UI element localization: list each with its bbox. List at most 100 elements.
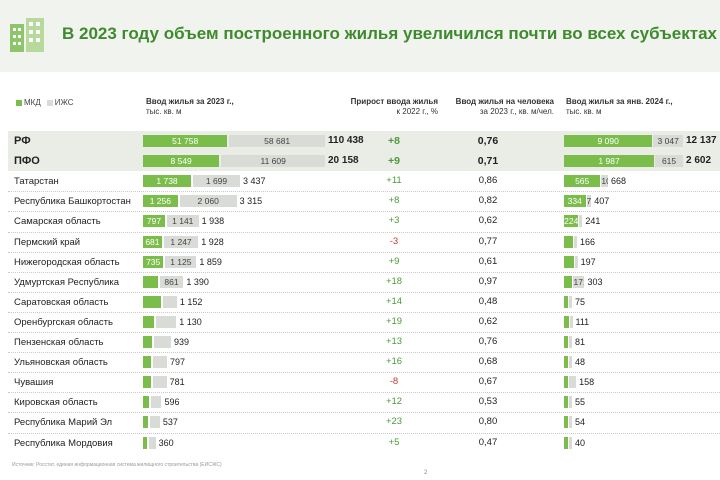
region-name: Самарская область xyxy=(14,216,101,228)
source-note: Источник: Росстат, единая информационная… xyxy=(12,462,222,468)
table-row: РФ 51 758 58 681 110 438 +8 0,76 9 090 3 047 12 … xyxy=(8,131,720,151)
region-name: Республика Мордовия xyxy=(14,437,113,449)
izhs-bar xyxy=(149,436,156,449)
row-separator xyxy=(8,291,720,293)
legend-mkd-label: МКД xyxy=(24,98,41,107)
row-separator xyxy=(8,332,720,333)
region-name: Татарстан xyxy=(14,176,59,188)
column-header-2023-unit: тыс. кв. м xyxy=(146,107,182,116)
mkd-bar xyxy=(143,315,154,328)
total-jan-2024: 55 xyxy=(575,397,586,408)
region-name: Пермский край xyxy=(14,236,81,248)
total-jan-2024: 40 xyxy=(575,437,586,448)
izhs-bar: 1 125 xyxy=(165,255,197,268)
jan-mkd-bar xyxy=(564,235,573,248)
table-row: Республика Мордовия 360 +5 0,47 40 xyxy=(8,433,720,453)
per-capita-value: 0,68 xyxy=(478,356,498,368)
growth-value: +9 xyxy=(388,255,400,267)
izhs-bar: 1 699 xyxy=(193,175,240,188)
per-capita-value: 0,62 xyxy=(478,315,498,327)
column-header-2023: Ввод жилья за 2023 г., тыс. кв. м xyxy=(146,97,234,117)
region-name: Республика Марий Эл xyxy=(14,417,113,429)
table-row: Саратовская область 1 152 +14 0,48 75 xyxy=(8,292,720,312)
per-capita-value: 0,67 xyxy=(478,376,498,388)
per-capita-value: 0,86 xyxy=(478,175,498,187)
growth-value: +13 xyxy=(385,336,403,347)
region-name: Удмуртская Республика xyxy=(14,276,120,288)
izhs-bar xyxy=(155,315,177,328)
per-capita-value: 0,53 xyxy=(478,396,498,408)
jan-mkd-bar xyxy=(564,436,568,449)
jan-izhs-bar xyxy=(569,356,572,369)
row-separator xyxy=(8,251,720,253)
jan-mkd-bar xyxy=(564,295,568,308)
column-header-jan-2024-title: Ввод жилья за янв. 2024 г., xyxy=(566,97,673,106)
total-2023: 3 315 xyxy=(239,196,263,207)
total-jan-2024: 48 xyxy=(575,357,586,368)
column-header-jan-2024: Ввод жилья за янв. 2024 г., тыс. кв. м xyxy=(566,97,673,117)
mkd-bar: 51 758 xyxy=(143,135,228,147)
table-row: Пермский край 681 1 247 1 928 -3 0,77 166 xyxy=(8,232,720,252)
table-row: Ульяновская область 797 +16 0,68 48 xyxy=(8,352,720,372)
growth-value: +16 xyxy=(385,356,403,368)
mkd-bar: 8 549 xyxy=(143,155,220,168)
mkd-bar xyxy=(143,336,153,348)
growth-value: +23 xyxy=(385,416,403,428)
per-capita-value: 0,47 xyxy=(478,436,498,448)
row-separator xyxy=(8,311,720,313)
region-name: Саратовская область xyxy=(14,296,109,308)
jan-izhs-bar xyxy=(569,295,572,308)
legend-izhs: ИЖС xyxy=(46,98,74,107)
row-separator xyxy=(8,271,720,273)
legend-mkd: МКД xyxy=(16,98,41,107)
jan-izhs-bar xyxy=(569,416,572,429)
jan-mkd-bar xyxy=(564,396,568,409)
jan-izhs-bar xyxy=(569,376,577,389)
total-jan-2024: 407 xyxy=(594,196,610,207)
total-2023: 1 130 xyxy=(179,316,202,327)
total-2023: 360 xyxy=(158,437,174,448)
growth-value: +12 xyxy=(385,396,403,408)
total-jan-2024: 2 602 xyxy=(686,155,712,167)
per-capita-value: 0,48 xyxy=(478,295,498,307)
growth-value: +5 xyxy=(388,436,400,448)
jan-izhs-bar xyxy=(569,336,572,348)
jan-mkd-bar xyxy=(564,275,573,288)
mkd-bar: 1 256 xyxy=(143,195,178,208)
growth-value: -8 xyxy=(389,376,399,388)
mkd-bar: 797 xyxy=(143,215,166,228)
total-2023: 1 938 xyxy=(201,216,225,227)
izhs-bar: 11 609 xyxy=(221,155,325,168)
column-header-growth-title: Прирост ввода жилья xyxy=(350,97,438,106)
growth-value: +14 xyxy=(385,295,403,307)
per-capita-value: 0,61 xyxy=(478,255,498,267)
per-capita-value: 0,71 xyxy=(477,155,499,168)
total-jan-2024: 158 xyxy=(579,377,595,388)
jan-mkd-bar: 565 xyxy=(564,175,601,188)
izhs-bar xyxy=(152,356,168,369)
mkd-bar: 735 xyxy=(143,255,164,268)
jan-izhs-bar: 171 xyxy=(573,275,585,288)
total-2023: 20 158 xyxy=(328,155,359,167)
mkd-bar xyxy=(143,295,161,308)
table-row: Самарская область 797 1 141 1 938 +3 0,62 224 2… xyxy=(8,211,720,231)
jan-mkd-bar: 334 xyxy=(564,195,586,208)
jan-izhs-bar: 103 xyxy=(601,175,608,188)
page-number: 2 xyxy=(424,470,428,476)
per-capita-value: 0,62 xyxy=(478,215,498,227)
row-separator xyxy=(8,412,720,414)
table-row: Пензенская область 939 +13 0,76 81 xyxy=(8,332,720,352)
jan-mkd-bar: 224 xyxy=(564,215,579,228)
total-jan-2024: 197 xyxy=(580,256,596,267)
total-2023: 1 152 xyxy=(179,296,203,307)
total-jan-2024: 241 xyxy=(585,216,601,227)
izhs-bar xyxy=(154,336,171,348)
jan-mkd-bar xyxy=(564,336,568,348)
jan-izhs-bar: 615 xyxy=(655,155,683,168)
izhs-bar: 58 681 xyxy=(229,135,325,147)
growth-value: +18 xyxy=(385,275,403,287)
column-header-per-capita: Ввод жилья на человека за 2023 г., кв. м… xyxy=(442,97,554,117)
row-separator xyxy=(8,432,720,434)
total-jan-2024: 166 xyxy=(580,236,596,247)
